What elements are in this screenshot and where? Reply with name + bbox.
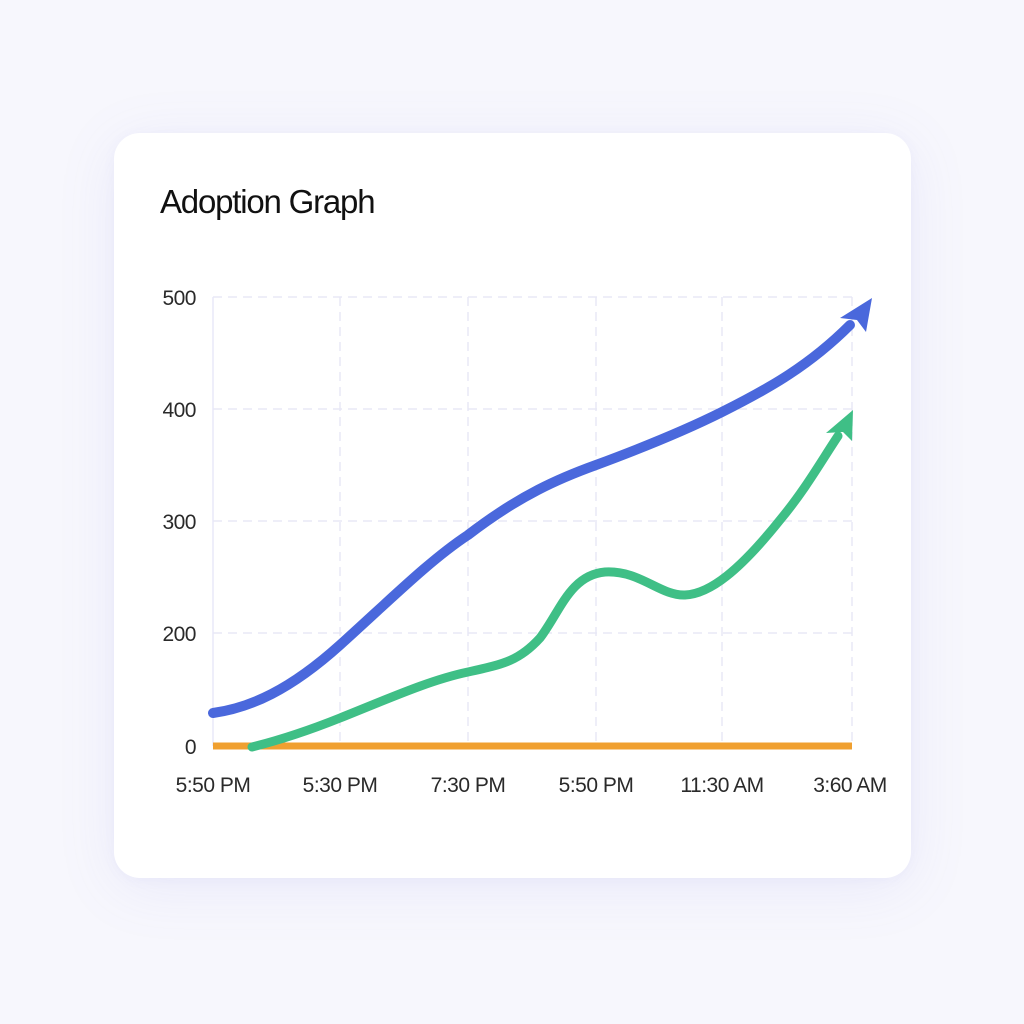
y-axis-ticks: 500 400 300 200 0: [162, 287, 196, 759]
x-tick: 5:30 PM: [303, 774, 378, 797]
grid-lines: [213, 296, 853, 746]
x-tick: 11:30 AM: [680, 774, 763, 797]
series-blue-line: [208, 320, 855, 718]
series-green-line: [247, 431, 843, 752]
x-tick: 5:50 PM: [176, 774, 251, 797]
y-tick: 500: [162, 287, 196, 310]
x-tick: 5:50 PM: [559, 774, 634, 797]
y-tick: 0: [185, 736, 196, 759]
x-tick: 3:60 AM: [813, 774, 887, 797]
series-green-arrowhead-icon: [826, 410, 853, 441]
chart-title: Adoption Graph: [160, 183, 376, 220]
y-tick: 200: [162, 623, 196, 646]
x-axis-ticks: 5:50 PM 5:30 PM 7:30 PM 5:50 PM 11:30 AM…: [176, 774, 888, 797]
y-tick: 400: [162, 399, 196, 422]
x-tick: 7:30 PM: [431, 774, 506, 797]
series-blue-arrowhead-icon: [840, 298, 872, 332]
y-tick: 300: [162, 511, 196, 534]
